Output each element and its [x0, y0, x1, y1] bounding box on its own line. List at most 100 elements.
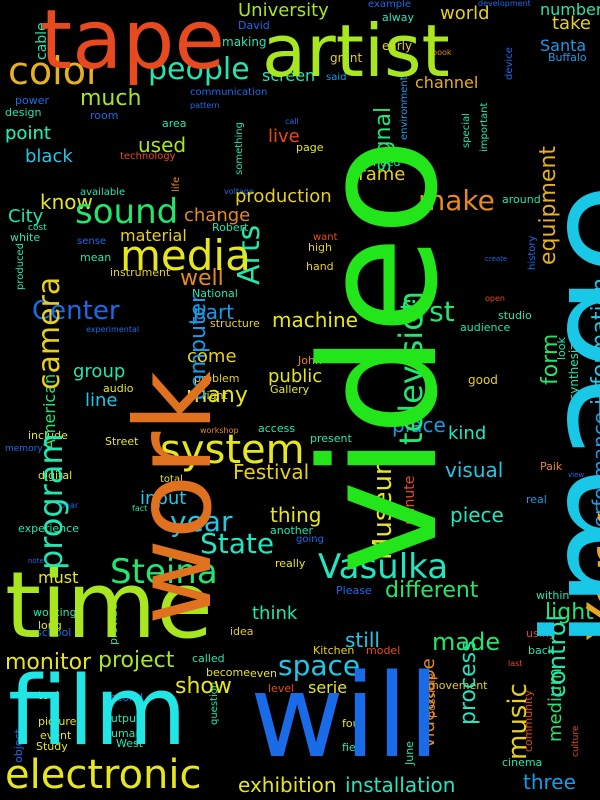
cloud-word-color: color [8, 49, 102, 93]
small-word-school: school [36, 626, 72, 639]
cloud-word-channel: channel [415, 73, 479, 92]
small-word-robert: Robert [212, 221, 249, 234]
cloud-word-know: know [40, 190, 93, 214]
small-word-fact: fact [132, 504, 148, 513]
small-word-total: total [160, 474, 183, 485]
small-word-experience: experience [18, 522, 79, 535]
cloud-word-public: public [268, 366, 323, 387]
cloud-word-will: will [250, 650, 440, 784]
cloud-word-time: time [5, 552, 213, 659]
small-word-design: design [5, 106, 42, 119]
small-word-back: back [528, 644, 555, 657]
small-word-need: need [373, 156, 401, 169]
small-word-view: view [568, 471, 585, 479]
small-word-field: field [342, 741, 366, 754]
small-word-picture: picture [38, 715, 77, 728]
small-word-include: include [28, 429, 68, 442]
cloud-word-first: first [400, 295, 455, 328]
small-word-going: going [296, 534, 324, 545]
cloud-word-show: show [175, 674, 232, 699]
small-word-life: life [171, 176, 182, 192]
cloud-word-frame: frame [352, 164, 406, 185]
small-word-john: John [298, 354, 322, 367]
cloud-word-place: place [392, 413, 446, 437]
cloud-word-three: three [523, 770, 576, 794]
small-word-area: area [162, 117, 187, 130]
small-word-book: book [432, 48, 452, 57]
small-word-long: long [38, 619, 62, 632]
small-word-good: good [468, 373, 498, 387]
small-word-workshop: workshop [200, 426, 239, 435]
small-word-audience: audience [460, 321, 511, 334]
small-word-called: called [192, 652, 225, 665]
small-word-become: become [206, 666, 251, 679]
small-word-said: said [326, 72, 347, 83]
cloud-word-must: must [38, 568, 79, 587]
small-word-something: something [234, 122, 245, 175]
cloud-word-live: live [268, 126, 300, 147]
small-word-page: page [296, 141, 324, 154]
cloud-word-university: University [238, 0, 329, 21]
small-word-real: real [526, 493, 547, 506]
cloud-word-state: State [200, 527, 275, 560]
small-word-tool: tool [38, 689, 59, 702]
small-word-human: human [104, 727, 143, 740]
small-word-digital: digital [38, 469, 73, 482]
cloud-word-change: change [184, 205, 251, 226]
cloud-word-much: much [80, 86, 142, 111]
small-word-using: using [526, 627, 556, 640]
small-word-paik: Paik [540, 460, 563, 473]
small-word-west: West [116, 737, 144, 750]
cloud-word-black: black [25, 146, 73, 167]
small-word-david: David [238, 19, 270, 32]
small-word-national: National [192, 287, 238, 300]
small-word-access: access [258, 422, 296, 435]
cloud-word-program: program [32, 433, 70, 570]
cloud-word-well: well [180, 266, 224, 291]
small-word-street: Street [105, 435, 139, 448]
cloud-word-serie: serie [308, 678, 348, 697]
cloud-word-exhibition: exhibition [238, 773, 337, 797]
cloud-word-festival: Festival [233, 460, 310, 484]
small-word-present: present [310, 432, 352, 445]
cloud-word-kind: kind [448, 423, 487, 444]
cloud-word-sound: sound [75, 192, 179, 232]
small-word-cinema: cinema [502, 756, 543, 769]
cloud-word-space: space [278, 649, 361, 682]
cloud-word-piece: piece [450, 503, 504, 527]
cloud-word-year: year [170, 505, 233, 538]
cloud-word-center: Center [32, 296, 120, 326]
cloud-word-system: system [160, 427, 305, 473]
cloud-word-room: room [90, 109, 119, 122]
small-word-structure: structure [210, 317, 260, 330]
small-word-gallery: Gallery [270, 383, 310, 396]
small-word-white: white [10, 231, 41, 244]
cloud-word-still: still [345, 628, 380, 652]
cloud-word-line: line [85, 390, 118, 411]
cloud-word-many: many [186, 383, 248, 408]
cloud-word-electronic: electronic [5, 752, 202, 798]
small-word-grant: grant [330, 51, 363, 65]
small-word-idea: idea [230, 625, 254, 638]
small-word-working: working [33, 606, 77, 619]
cloud-word-machine: machine [272, 308, 358, 332]
small-word-important: important [479, 102, 490, 152]
cloud-word-used: used [138, 133, 187, 157]
small-word-mean: mean [80, 251, 112, 264]
small-word-movement: movement [428, 679, 488, 692]
small-word-voltage: voltage [224, 187, 254, 196]
small-word-four: four [342, 717, 365, 730]
small-word-power: power [15, 94, 49, 107]
small-word-call: call [285, 117, 299, 126]
small-word-please: Please [336, 584, 372, 597]
small-word-problem: problem [194, 372, 240, 385]
cloud-word-make: make [418, 184, 495, 217]
cloud-word-vasulka: Vasulka [318, 547, 449, 587]
cloud-word-part: part [193, 300, 235, 324]
small-word-culture: culture [571, 725, 581, 757]
small-word-memory: memory [5, 444, 43, 454]
small-word-hand: hand [306, 260, 334, 273]
cloud-word-music: music [503, 683, 533, 760]
cloud-word-artist: artist [262, 9, 450, 93]
small-word-want: want [313, 232, 338, 243]
